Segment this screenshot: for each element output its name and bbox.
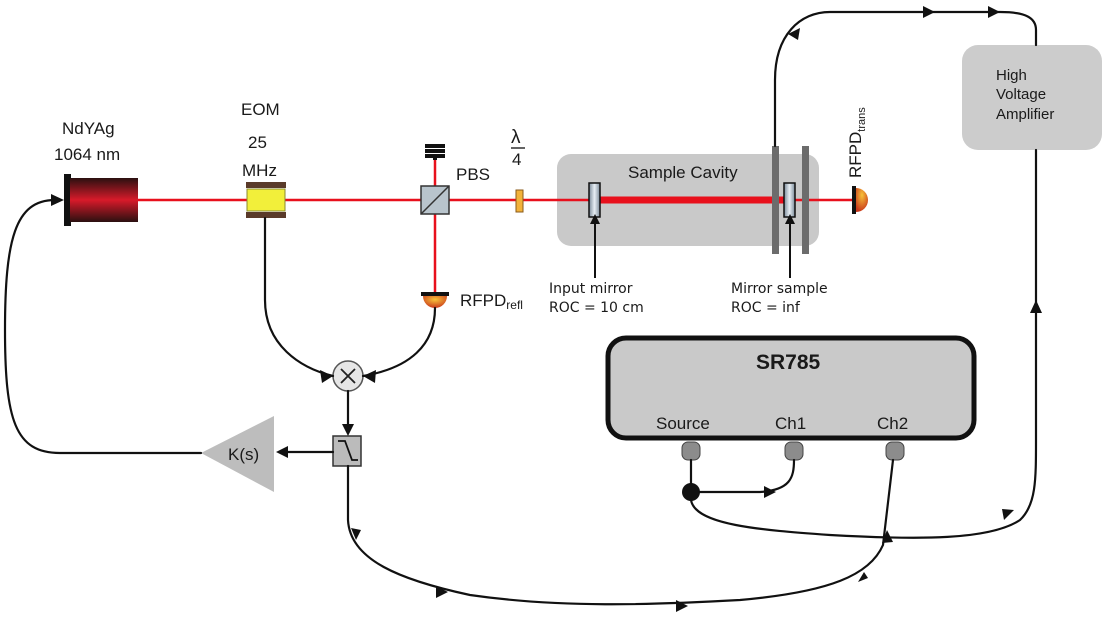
sr785-source-label: Source	[656, 414, 710, 433]
controller-triangle	[201, 416, 274, 492]
mirror-sample-element	[783, 182, 796, 218]
rfpd-trans-sub: trans	[856, 107, 868, 132]
eom-frequency-value: 25	[248, 133, 267, 152]
waveplate-numerator: λ	[511, 127, 521, 148]
input-mirror-element	[588, 182, 601, 218]
hv-amplifier-line2: Voltage	[996, 86, 1046, 103]
sr785-title: SR785	[756, 351, 821, 374]
rfpd-refl-label: RFPDrefl	[460, 291, 523, 312]
hv-amplifier-line1: High	[996, 67, 1027, 84]
waveplate-element	[515, 189, 524, 213]
sr785-ch2-label: Ch2	[877, 414, 908, 433]
eom-name: EOM	[241, 100, 280, 119]
sr785-ch1-connector[interactable]	[784, 441, 804, 461]
low-pass-filter-icon	[332, 435, 362, 467]
sr785-source-connector[interactable]	[681, 441, 701, 461]
hv-amplifier-box	[962, 45, 1102, 150]
pbs-cube	[420, 185, 450, 215]
mixer-icon	[332, 360, 364, 392]
pbs-label: PBS	[456, 165, 490, 184]
input-mirror-line1: Input mirror	[549, 281, 633, 297]
rfpd-trans-photodiode	[852, 186, 868, 214]
eom-modulator	[246, 182, 286, 218]
rfpd-trans-label: RFPDtrans	[846, 107, 868, 178]
mirror-sample-line1: Mirror sample	[731, 281, 828, 297]
eom-frequency-unit: MHz	[242, 161, 277, 180]
laser-source	[64, 174, 138, 226]
mirror-sample-line2: ROC = inf	[731, 300, 801, 316]
sr785-ch1-label: Ch1	[775, 414, 806, 433]
rfpd-trans-main: RFPD	[846, 132, 865, 178]
piezo-plate-right	[802, 146, 809, 254]
wire-eom-to-mixer	[263, 216, 335, 378]
wire-source-to-ch1	[698, 458, 796, 494]
wire-rfpd-to-mixer	[361, 306, 437, 378]
wire-source-to-amp	[689, 148, 1038, 539]
wire-amp-to-piezo	[773, 10, 1038, 148]
input-mirror-line2: ROC = 10 cm	[549, 300, 644, 316]
wire-lpf-to-ch2	[346, 458, 895, 606]
beam-dump-icon	[425, 144, 445, 160]
rfpd-refl-photodiode	[421, 292, 449, 308]
source-junction	[682, 483, 700, 501]
hv-amplifier-line3: Amplifier	[996, 106, 1054, 123]
waveplate-denominator: 4	[512, 150, 521, 169]
wire-controller-to-laser	[3, 198, 203, 455]
rfpd-refl-sub: refl	[506, 298, 523, 312]
laser-wavelength: 1064 nm	[54, 145, 120, 164]
laser-name: NdYAg	[62, 119, 115, 138]
sample-cavity-label: Sample Cavity	[628, 163, 738, 182]
sr785-ch2-connector[interactable]	[885, 441, 905, 461]
sr785-box[interactable]	[605, 335, 977, 441]
controller-label: K(s)	[228, 445, 259, 464]
piezo-plate-left	[772, 146, 779, 254]
rfpd-refl-main: RFPD	[460, 291, 506, 310]
